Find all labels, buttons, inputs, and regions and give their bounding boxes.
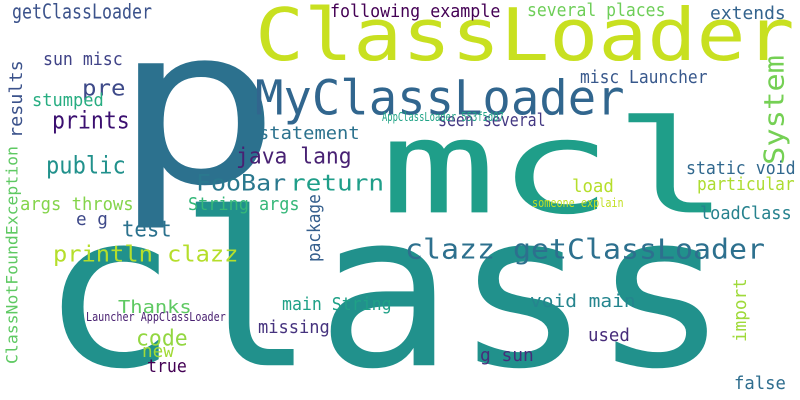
word: seen several bbox=[438, 109, 546, 130]
word: getClassLoader bbox=[12, 0, 153, 25]
word: test bbox=[122, 215, 172, 243]
word: void main bbox=[530, 290, 636, 311]
word: statement bbox=[258, 122, 360, 143]
word: sun misc bbox=[43, 48, 123, 69]
word: ClassNotFoundException bbox=[3, 146, 22, 364]
word: println clazz bbox=[53, 240, 239, 268]
word: AppClassLoader 553f5d07 bbox=[382, 109, 504, 125]
word: code bbox=[136, 324, 188, 352]
word: results bbox=[5, 60, 26, 138]
word: g sun bbox=[480, 344, 534, 365]
word: static void bbox=[686, 157, 796, 178]
word: MyClassLoader bbox=[255, 70, 625, 127]
word: false bbox=[734, 372, 786, 393]
word: class bbox=[40, 167, 730, 400]
word: someone explain bbox=[532, 195, 624, 211]
word: p bbox=[112, 0, 282, 235]
word: load bbox=[572, 175, 614, 196]
word: Launcher AppClassLoader bbox=[86, 309, 226, 325]
word: return bbox=[290, 169, 385, 197]
word: used bbox=[588, 324, 630, 345]
word: misc Launcher bbox=[580, 66, 708, 87]
word: true bbox=[147, 355, 187, 376]
word: package bbox=[303, 194, 324, 262]
word: prints bbox=[52, 107, 130, 136]
word: missing bbox=[258, 316, 330, 337]
word: clazz getClassLoader bbox=[405, 233, 766, 267]
word: Thanks bbox=[118, 296, 192, 317]
word: e g bbox=[76, 208, 108, 229]
word: FooBar bbox=[196, 169, 287, 197]
word: stumped bbox=[32, 89, 104, 110]
word: System bbox=[758, 54, 792, 165]
word: particular bbox=[697, 173, 795, 194]
word: import bbox=[729, 278, 750, 342]
word: args throws bbox=[20, 193, 134, 214]
word: String args bbox=[188, 193, 300, 214]
word: ClassLoader bbox=[255, 0, 795, 78]
word: several places bbox=[527, 0, 666, 20]
word: java lang bbox=[236, 142, 352, 170]
word: main String bbox=[282, 293, 392, 314]
word: new bbox=[142, 340, 174, 361]
word: following example bbox=[330, 0, 501, 21]
word: loadClass bbox=[700, 202, 792, 223]
word: pre bbox=[82, 74, 126, 102]
word: public bbox=[46, 152, 126, 181]
word: extends bbox=[710, 2, 786, 23]
word: mcl bbox=[380, 93, 731, 244]
